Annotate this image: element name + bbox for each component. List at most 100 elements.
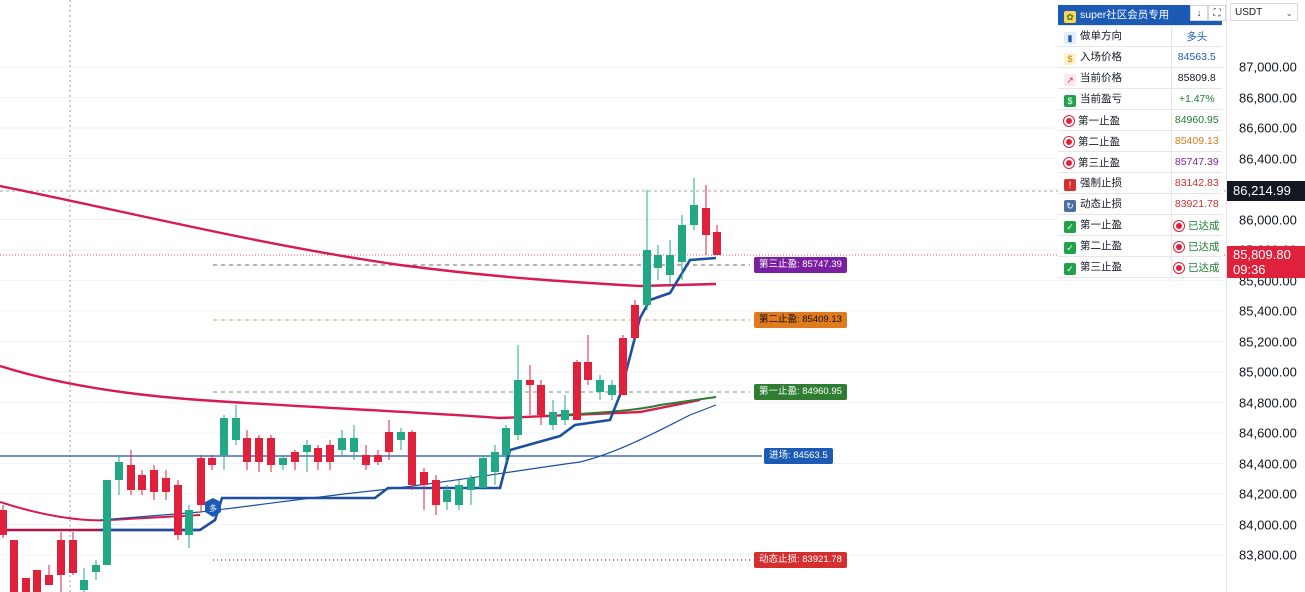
candle-body: [33, 570, 41, 592]
check-icon: ✓: [1064, 242, 1076, 254]
expand-button[interactable]: ⛶: [1208, 5, 1226, 21]
ma-blue-thin: [99, 404, 717, 521]
candle-body: [57, 540, 65, 575]
candle: [232, 405, 240, 445]
signal-panel: ✿ super社区会员专用 ▮ 做单方向 多头 $ 入场价格 84563.5 ↗ 当前价格 858…: [1058, 5, 1222, 278]
candle: [443, 485, 451, 510]
candle-body: [303, 445, 311, 452]
candle: [408, 430, 416, 490]
candle: [127, 450, 135, 495]
panel-title-cell: ✿ super社区会员专用: [1058, 5, 1172, 26]
candle: [326, 440, 334, 470]
axis-tick: 84,200.00: [1239, 486, 1297, 502]
panel-row-label-cell: ✓ 第一止盈: [1058, 214, 1172, 236]
candle-body: [702, 208, 710, 235]
download-button[interactable]: ↓: [1190, 5, 1208, 21]
candle: [526, 365, 534, 415]
candle: [397, 428, 405, 450]
candle: [713, 225, 721, 255]
axis-tick: 85,200.00: [1239, 334, 1297, 349]
candle-body: [690, 205, 698, 225]
line-label-tp1: 第一止盈: 84960.95: [754, 384, 847, 400]
candle: [69, 532, 77, 575]
candle-body: [467, 478, 475, 490]
candle: [549, 400, 557, 430]
panel-row: ↻ 动态止损 83921.78: [1058, 193, 1222, 215]
panel-row-value-cell: 多头: [1170, 25, 1222, 47]
candle-body: [267, 438, 275, 465]
panel-row-label: 强制止损: [1080, 177, 1122, 189]
panel-row-value-cell: 85747.39: [1170, 151, 1222, 173]
panel-row-label-cell: ! 强制止损: [1058, 172, 1172, 194]
candle-body: [678, 225, 686, 262]
candle: [314, 445, 322, 470]
candle: [10, 540, 18, 592]
candle: [243, 430, 251, 470]
candle-body: [314, 448, 322, 462]
candle: [150, 465, 158, 500]
sprout-icon: ✿: [1064, 11, 1076, 23]
panel-row-value-cell: 85409.13: [1170, 130, 1222, 152]
long-marker[interactable]: 多: [205, 498, 221, 517]
candle-body: [502, 428, 510, 455]
currency-select[interactable]: USDT ⌄: [1230, 3, 1298, 21]
candle: [33, 570, 41, 592]
bar-chart-icon: ▮: [1064, 32, 1076, 44]
candle: [374, 450, 382, 465]
countdown-value: 09:36: [1233, 262, 1266, 277]
candle-body: [549, 412, 557, 425]
candle-body: [174, 485, 182, 535]
panel-row-label-cell: 第二止盈: [1058, 130, 1172, 152]
candle: [561, 395, 569, 425]
high-price-tag: 86,214.99: [1227, 181, 1305, 201]
candle-body: [619, 338, 627, 395]
panel-row-value-cell: +1.47%: [1170, 88, 1222, 110]
refresh-icon: ↻: [1064, 200, 1076, 212]
line-label-tp2: 第二止盈: 85409.13: [754, 312, 847, 328]
axis-tick: 84,600.00: [1239, 425, 1297, 441]
panel-row-label-cell: ↗ 当前价格: [1058, 67, 1172, 89]
candle-body: [185, 510, 193, 535]
candle-body: [127, 465, 135, 490]
long-marker-label: 多: [209, 503, 217, 513]
panel-row: $ 入场价格 84563.5: [1058, 46, 1222, 68]
candle: [45, 565, 53, 585]
candle-body: [10, 540, 18, 592]
ma-red-low: [0, 501, 201, 522]
candle-body: [45, 575, 53, 585]
axis-tick: 84,400.00: [1239, 456, 1297, 471]
panel-row: $ 当前盈亏 +1.47%: [1058, 88, 1222, 110]
candle-body: [631, 305, 639, 338]
candle: [57, 532, 65, 592]
candle: [291, 450, 299, 470]
candle: [208, 455, 216, 470]
candle: [608, 380, 616, 400]
candle: [255, 435, 263, 472]
panel-row: ▮ 做单方向 多头: [1058, 25, 1222, 47]
candle-body: [208, 458, 216, 465]
panel-row-value-cell: 85809.8: [1170, 67, 1222, 89]
candle-body: [443, 490, 451, 502]
candle-body: [420, 472, 428, 485]
candle: [643, 190, 651, 310]
candle: [22, 578, 30, 592]
candle-body: [479, 458, 487, 488]
panel-row-label: 第一止盈: [1080, 219, 1122, 231]
panel-row-label: 当前价格: [1080, 72, 1122, 84]
candle-body: [491, 452, 499, 472]
candle: [690, 178, 698, 230]
panel-row: ! 强制止损 83142.83: [1058, 172, 1222, 194]
candle-body: [243, 438, 251, 462]
price-axis[interactable]: 87,000.00 86,800.00 86,600.00 86,400.00 86,2…: [1226, 0, 1305, 592]
panel-row-label-cell: 第一止盈: [1058, 109, 1172, 131]
candle-body: [279, 458, 287, 465]
candle-body: [537, 385, 545, 415]
panel-row: ✓ 第三止盈 已达成: [1058, 256, 1222, 278]
candle-body: [220, 418, 228, 455]
panel-row-value: 已达成: [1188, 240, 1220, 253]
panel-row-label-cell: $ 入场价格: [1058, 46, 1172, 68]
candle-body: [666, 255, 674, 275]
candle: [596, 375, 604, 400]
price-chart[interactable]: 多: [0, 0, 1226, 592]
panel-row-value: +1.47%: [1178, 93, 1215, 105]
